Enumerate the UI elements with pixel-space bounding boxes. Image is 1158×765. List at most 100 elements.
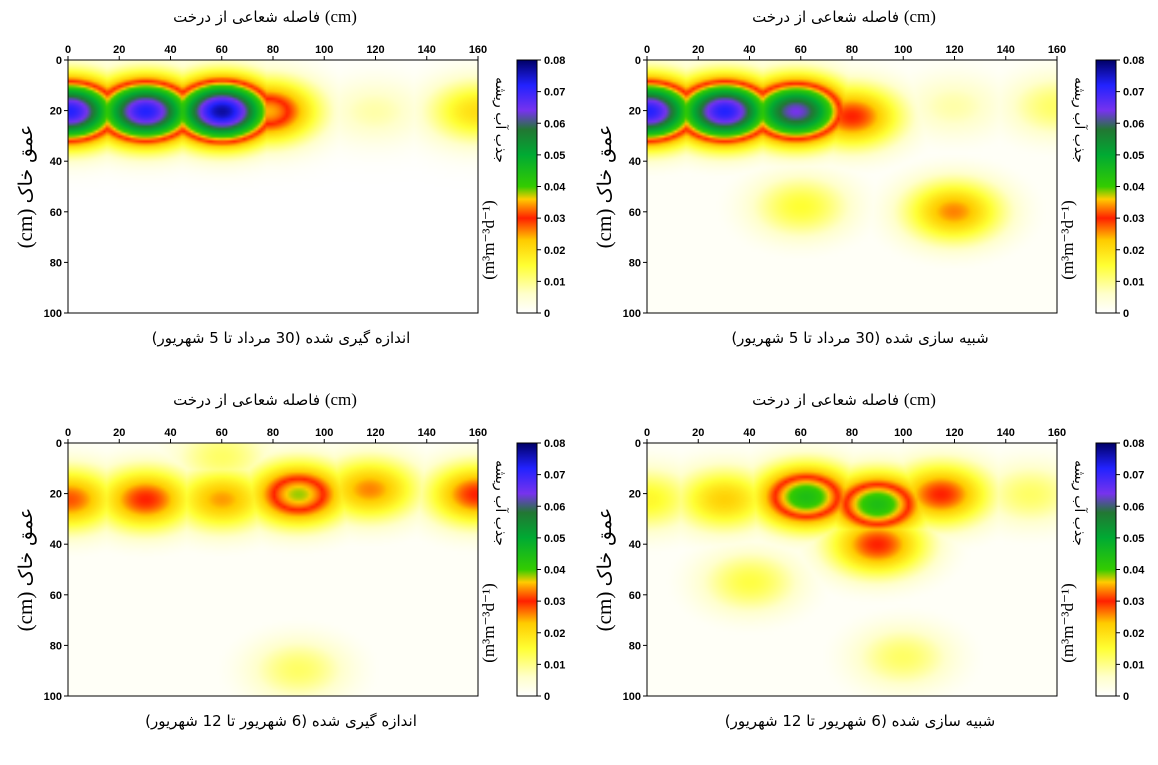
colorbar-unit: (m³m⁻³d⁻¹): [479, 583, 498, 663]
x-tick-label: 100: [315, 44, 333, 56]
x-tick-label: 100: [315, 427, 333, 439]
colorbar-tick-label: 0.06: [1123, 501, 1144, 513]
colorbar-unit: (m³m⁻³d⁻¹): [479, 200, 498, 280]
heatmap-panel-simulated-period-1: 0 20 40 60 80 100 120 140 160 0 20 40 60 80 100 فاصله ش…: [579, 0, 1158, 382]
colorbar-title: جذب آب ریشه: [492, 460, 509, 546]
heatmap-field: [647, 443, 1057, 696]
x-tick-label: 40: [743, 44, 755, 56]
colorbar-tick-label: 0.02: [544, 628, 565, 640]
x-tick-label: 0: [65, 427, 71, 439]
x-tick-label: 160: [469, 427, 487, 439]
y-tick-label: 0: [635, 438, 641, 450]
colorbar-tick-label: 0.02: [1123, 628, 1144, 640]
heatmap-field: [647, 60, 1057, 313]
y-tick-label: 100: [623, 308, 641, 320]
colorbar-tick-label: 0: [1123, 308, 1129, 320]
x-tick-label: 20: [692, 44, 704, 56]
y-axis-label: (cm) عمق خاک: [13, 508, 37, 632]
x-tick-label: 100: [894, 427, 912, 439]
x-tick-label: 140: [997, 427, 1015, 439]
x-tick-label: 40: [743, 427, 755, 439]
colorbar-tick-label: 0.08: [1123, 55, 1144, 67]
panel-caption: اندازه گیری شده (6 شهریور تا 12 شهریور): [145, 712, 417, 730]
colorbar-tick-label: 0.01: [544, 276, 565, 288]
y-tick-label: 40: [629, 539, 641, 551]
heatmap-chart: 0 20 40 60 80 100 120 140 160 0 20 40 60 80 100 فاصله ش…: [592, 390, 1145, 730]
colorbar-tick-label: 0.01: [1123, 659, 1144, 671]
colorbar-tick-label: 0.06: [544, 501, 565, 513]
colorbar-tick-label: 0.03: [1123, 596, 1144, 608]
heatmap-field: [68, 60, 478, 313]
colorbar-tick-label: 0.03: [544, 213, 565, 225]
x-tick-label: 80: [846, 427, 858, 439]
colorbar-tick-label: 0.01: [1123, 276, 1144, 288]
colorbar-tick-label: 0.08: [544, 55, 565, 67]
y-tick-label: 0: [56, 438, 62, 450]
x-tick-label: 60: [216, 44, 228, 56]
y-axis-label: (cm) عمق خاک: [13, 125, 37, 249]
x-tick-label: 100: [894, 44, 912, 56]
colorbar-tick-label: 0.03: [544, 596, 565, 608]
x-tick-label: 40: [164, 427, 176, 439]
colorbar-tick-label: 0.05: [544, 533, 565, 545]
colorbar-tick-label: 0.03: [1123, 213, 1144, 225]
x-tick-label: 140: [418, 44, 436, 56]
y-tick-label: 60: [629, 207, 641, 219]
colorbar-unit: (m³m⁻³d⁻¹): [1058, 200, 1077, 280]
y-tick-label: 80: [629, 640, 641, 652]
x-tick-label: 0: [644, 44, 650, 56]
x-tick-label: 0: [644, 427, 650, 439]
colorbar-tick-label: 0.06: [544, 118, 565, 130]
x-axis-label: فاصله شعاعی از درخت (cm): [752, 390, 936, 409]
colorbar-tick-label: 0.04: [1123, 182, 1145, 194]
x-tick-label: 120: [366, 44, 384, 56]
x-tick-label: 160: [1048, 427, 1066, 439]
heatmap-panel-measured-period-1: 0 20 40 60 80 100 120 140 160 0 20 40 60 80 100 فاصله ش…: [0, 0, 579, 382]
colorbar-tick-label: 0.08: [1123, 438, 1144, 450]
y-tick-label: 0: [635, 55, 641, 67]
colorbar-tick-label: 0.08: [544, 438, 565, 450]
x-tick-label: 40: [164, 44, 176, 56]
colorbar: [516, 442, 538, 697]
heatmap-panel-simulated-period-2: 0 20 40 60 80 100 120 140 160 0 20 40 60 80 100 فاصله ش…: [579, 383, 1158, 765]
y-tick-label: 40: [50, 539, 62, 551]
y-tick-label: 100: [44, 308, 62, 320]
colorbar-title: جذب آب ریشه: [1071, 460, 1088, 546]
colorbar-tick-label: 0: [544, 691, 550, 703]
x-tick-label: 140: [997, 44, 1015, 56]
x-tick-label: 160: [1048, 44, 1066, 56]
x-tick-label: 80: [267, 427, 279, 439]
x-tick-label: 120: [945, 427, 963, 439]
colorbar-tick-label: 0: [544, 308, 550, 320]
colorbar-tick-label: 0.07: [1123, 470, 1144, 482]
colorbar-tick-label: 0.07: [544, 87, 565, 99]
y-axis-label: (cm) عمق خاک: [592, 508, 616, 632]
colorbar-tick-label: 0.04: [1123, 565, 1145, 577]
y-tick-label: 100: [623, 691, 641, 703]
x-tick-label: 120: [366, 427, 384, 439]
y-tick-label: 80: [629, 257, 641, 269]
y-tick-label: 40: [629, 156, 641, 168]
colorbar-tick-label: 0.02: [1123, 245, 1144, 257]
x-axis-label: فاصله شعاعی از درخت (cm): [173, 7, 357, 26]
colorbar-tick-label: 0.01: [544, 659, 565, 671]
panel-caption: اندازه گیری شده (30 مرداد تا 5 شهریور): [152, 329, 411, 347]
y-tick-label: 20: [50, 489, 62, 501]
colorbar: [1095, 59, 1117, 314]
y-tick-label: 80: [50, 257, 62, 269]
x-tick-label: 20: [113, 44, 125, 56]
colorbar-tick-label: 0: [1123, 691, 1129, 703]
colorbar-title: جذب آب ریشه: [492, 77, 509, 163]
x-tick-label: 140: [418, 427, 436, 439]
heatmap-field: [68, 443, 478, 696]
x-tick-label: 80: [267, 44, 279, 56]
x-tick-label: 60: [795, 44, 807, 56]
y-tick-label: 60: [629, 590, 641, 602]
y-axis-label: (cm) عمق خاک: [592, 125, 616, 249]
x-axis-label: فاصله شعاعی از درخت (cm): [173, 390, 357, 409]
heatmap-chart: 0 20 40 60 80 100 120 140 160 0 20 40 60 80 100 فاصله ش…: [13, 7, 566, 347]
y-tick-label: 80: [50, 640, 62, 652]
colorbar-tick-label: 0.06: [1123, 118, 1144, 130]
x-tick-label: 60: [216, 427, 228, 439]
colorbar-tick-label: 0.07: [1123, 87, 1144, 99]
